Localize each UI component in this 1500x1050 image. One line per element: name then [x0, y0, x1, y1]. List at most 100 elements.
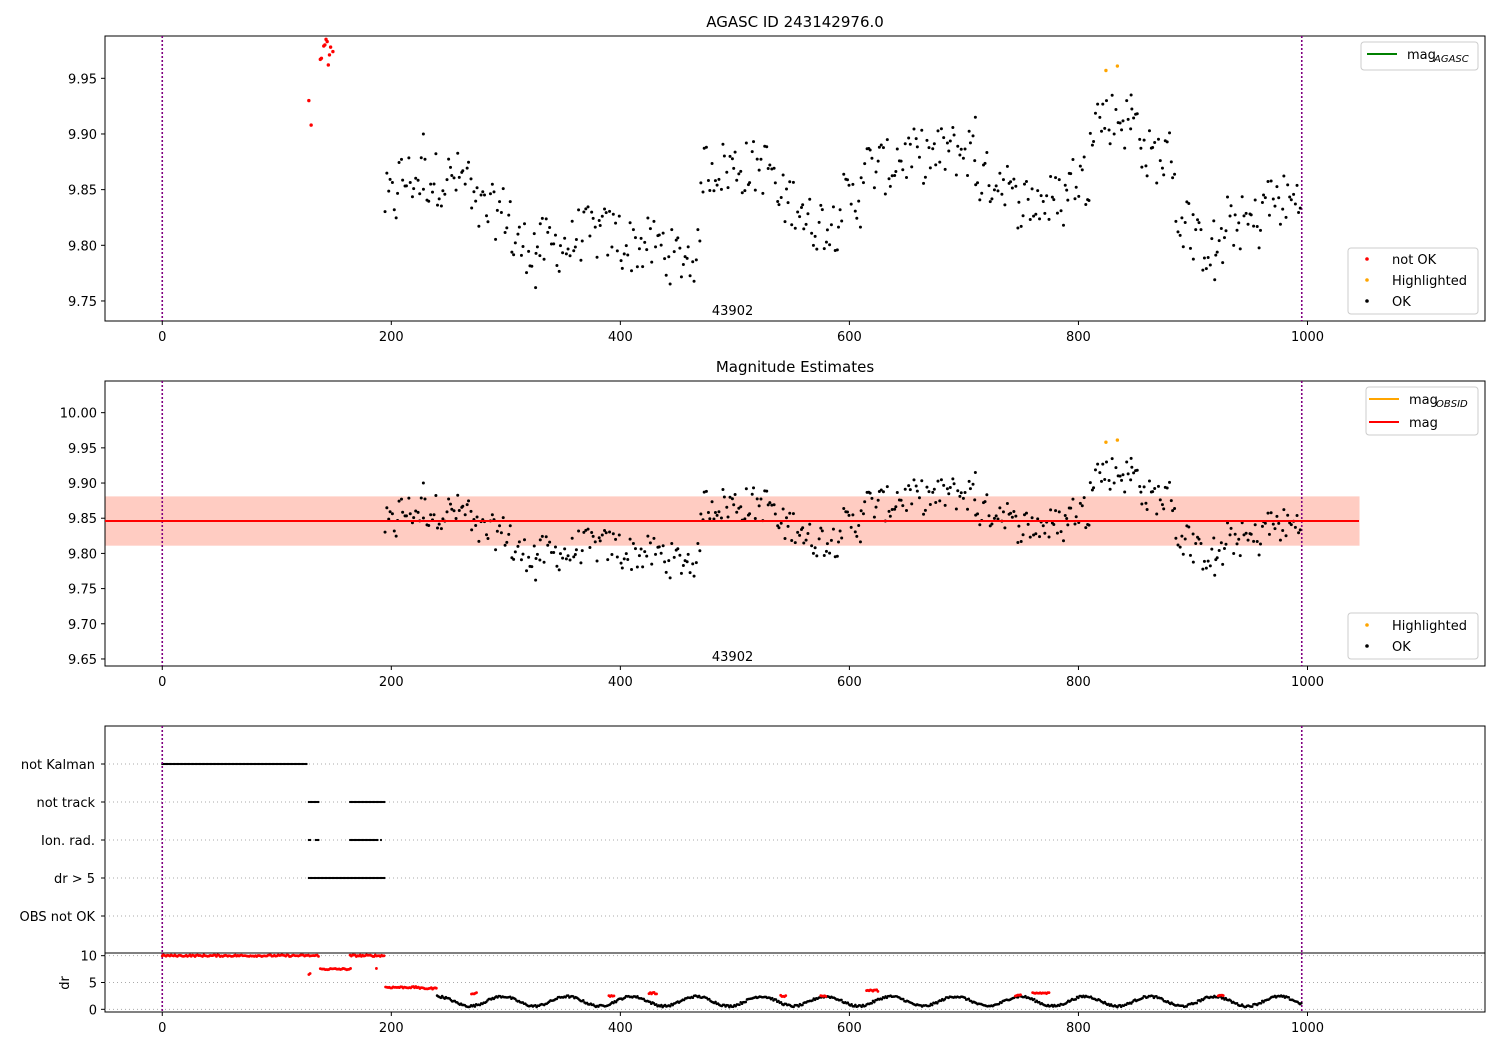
ok-point	[1118, 474, 1122, 478]
ok-point	[1103, 126, 1107, 130]
ok-point	[925, 138, 929, 142]
ok-point	[619, 259, 623, 263]
dr-ok-point	[797, 1005, 800, 1008]
ok-point	[808, 522, 812, 526]
ok-point	[1014, 514, 1018, 518]
ok-point	[1199, 228, 1203, 232]
ok-point	[1252, 539, 1256, 543]
ok-point	[443, 192, 447, 196]
dr-ok-point	[930, 1003, 934, 1007]
ok-point	[1132, 116, 1136, 120]
ok-point	[1282, 174, 1286, 178]
ok-point	[570, 536, 574, 540]
ok-point	[1084, 203, 1088, 207]
ok-point	[659, 551, 663, 555]
ok-point	[1069, 506, 1073, 510]
ok-point	[748, 181, 752, 185]
dr-not-ok-point	[317, 955, 320, 958]
ok-point	[385, 171, 389, 175]
ok-point	[626, 253, 630, 257]
ok-point	[733, 150, 737, 154]
ok-point	[1238, 554, 1242, 558]
ok-point	[859, 509, 863, 513]
ok-point	[1038, 535, 1042, 539]
ok-point	[657, 233, 661, 237]
x-tick-label: 800	[1066, 675, 1091, 690]
ok-point	[912, 478, 916, 482]
ok-point	[831, 527, 835, 531]
ok-point	[730, 497, 734, 501]
ok-point	[1158, 498, 1162, 502]
flag-point	[309, 838, 312, 842]
ok-point	[1281, 207, 1285, 211]
ok-point	[810, 231, 814, 235]
ok-point	[990, 197, 994, 201]
ok-point	[392, 208, 396, 212]
ok-point	[505, 540, 509, 544]
ok-point	[646, 216, 650, 220]
ok-point	[595, 255, 599, 259]
ok-point	[1112, 132, 1116, 136]
dr-not-ok-point	[876, 989, 880, 993]
ok-point	[903, 142, 907, 146]
ok-point	[922, 181, 926, 185]
ok-point	[757, 168, 761, 172]
ok-point	[1155, 512, 1159, 516]
ok-point	[790, 538, 794, 542]
ok-point	[973, 470, 977, 474]
ok-point	[450, 507, 454, 511]
ok-point	[1132, 471, 1136, 475]
dr-ok-point	[738, 1003, 741, 1007]
ok-point	[1199, 541, 1203, 545]
ok-point	[888, 184, 892, 188]
ok-point	[772, 503, 776, 507]
ok-point	[503, 230, 507, 234]
ok-point	[811, 551, 815, 555]
ok-point	[1197, 537, 1201, 541]
ok-point	[947, 149, 951, 153]
ok-point	[1237, 221, 1241, 225]
ok-point	[835, 248, 839, 252]
ok-point	[394, 216, 398, 220]
ok-point	[725, 170, 729, 174]
ok-point	[1191, 532, 1195, 536]
ok-point	[645, 248, 649, 252]
ok-point	[668, 282, 672, 286]
ok-point	[590, 210, 594, 214]
flag-category-label: OBS not OK	[20, 910, 96, 925]
ok-point	[781, 507, 785, 511]
dr-ok-point	[967, 997, 971, 1001]
ok-point	[1153, 141, 1157, 145]
ok-point	[773, 181, 777, 185]
ok-point	[1108, 487, 1112, 491]
ok-point	[783, 220, 787, 224]
ok-point	[1055, 531, 1059, 535]
not-ok-point	[326, 63, 331, 67]
ok-point	[1049, 508, 1053, 512]
ok-point	[414, 509, 418, 513]
ok-point	[987, 184, 991, 188]
ok-point	[863, 162, 867, 166]
ok-point	[1129, 456, 1133, 460]
dr-ok-point	[581, 998, 585, 1002]
ok-point	[876, 159, 880, 163]
ok-point	[631, 228, 635, 232]
ok-point	[1221, 562, 1225, 566]
ok-point	[387, 517, 391, 521]
ok-point	[980, 191, 984, 195]
ok-point	[1219, 226, 1223, 230]
ok-point	[1140, 165, 1144, 169]
ok-point	[646, 534, 650, 538]
ok-point	[1201, 567, 1205, 571]
dr-ok-point	[1195, 1001, 1199, 1005]
ok-point	[1235, 542, 1239, 546]
x-tick-label: 800	[1066, 1021, 1091, 1036]
ok-point	[532, 232, 536, 236]
ok-point	[819, 203, 823, 207]
ok-point	[958, 494, 962, 498]
ok-point	[939, 127, 943, 131]
ok-point	[445, 510, 449, 514]
ok-point	[1204, 267, 1208, 271]
flag-point	[383, 876, 386, 880]
legend-box	[1347, 247, 1479, 315]
